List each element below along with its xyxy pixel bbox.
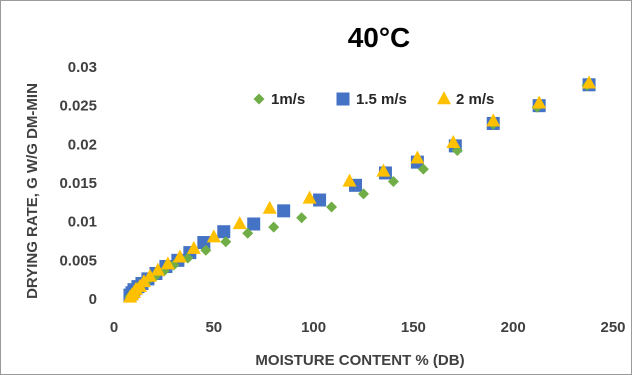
data-point-diamond xyxy=(268,221,280,233)
data-point-diamond xyxy=(296,212,308,224)
legend-marker-triangle xyxy=(437,91,451,105)
legend-marker-square xyxy=(336,92,350,106)
y-tick-label: 0.025 xyxy=(59,98,97,115)
data-point-triangle xyxy=(342,173,357,187)
data-point-triangle xyxy=(376,163,391,177)
data-point-diamond xyxy=(358,188,369,200)
data-point-square xyxy=(197,236,211,250)
x-tick-label: 200 xyxy=(501,319,526,336)
y-tick-label: 0.015 xyxy=(59,175,97,192)
series-square xyxy=(123,78,596,302)
data-point-triangle xyxy=(160,256,175,270)
y-tick-label: 0.005 xyxy=(59,252,97,269)
data-point-triangle xyxy=(142,268,157,282)
x-tick-label: 150 xyxy=(401,319,426,336)
x-tick-label: 0 xyxy=(110,319,118,336)
data-point-triangle xyxy=(302,190,317,204)
y-tick-label: 0.03 xyxy=(68,59,97,76)
data-point-diamond xyxy=(326,201,338,213)
data-point-triangle xyxy=(486,113,501,127)
y-tick-label: 0.02 xyxy=(68,136,97,153)
legend-label: 1m/s xyxy=(271,91,305,108)
data-point-triangle xyxy=(232,216,247,230)
data-point-diamond xyxy=(242,227,254,239)
data-point-diamond xyxy=(220,236,232,248)
data-point-triangle xyxy=(186,240,201,254)
data-point-triangle xyxy=(446,134,461,148)
x-tick-label: 250 xyxy=(600,319,625,336)
data-point-triangle xyxy=(410,150,425,164)
x-tick-label: 100 xyxy=(301,319,326,336)
series-triangle xyxy=(122,75,597,303)
data-point-triangle xyxy=(532,95,547,109)
data-point-square xyxy=(277,204,291,218)
data-point-triangle xyxy=(172,249,187,263)
data-point-square xyxy=(247,217,261,231)
legend-label: 2 m/s xyxy=(456,91,494,108)
data-point-square xyxy=(313,193,327,207)
data-point-triangle xyxy=(206,229,221,243)
legend-marker-diamond xyxy=(253,93,265,105)
x-tick-label: 50 xyxy=(205,319,222,336)
x-axis-label: MOISTURE CONTENT % (DB) xyxy=(255,352,464,369)
legend-label: 1.5 m/s xyxy=(356,91,407,108)
data-point-triangle xyxy=(150,262,165,276)
chart-title: 40°C xyxy=(348,22,411,53)
y-tick-label: 0.01 xyxy=(68,214,97,231)
data-point-triangle xyxy=(262,200,277,214)
data-point-diamond xyxy=(417,163,429,175)
y-axis-label: DRYING RATE, G W/G DM-MIN xyxy=(24,83,41,299)
data-point-square xyxy=(217,225,231,239)
data-point-diamond xyxy=(200,244,212,256)
y-tick-label: 0 xyxy=(89,291,97,308)
data-point-diamond xyxy=(387,175,399,187)
data-point-triangle xyxy=(582,75,597,89)
